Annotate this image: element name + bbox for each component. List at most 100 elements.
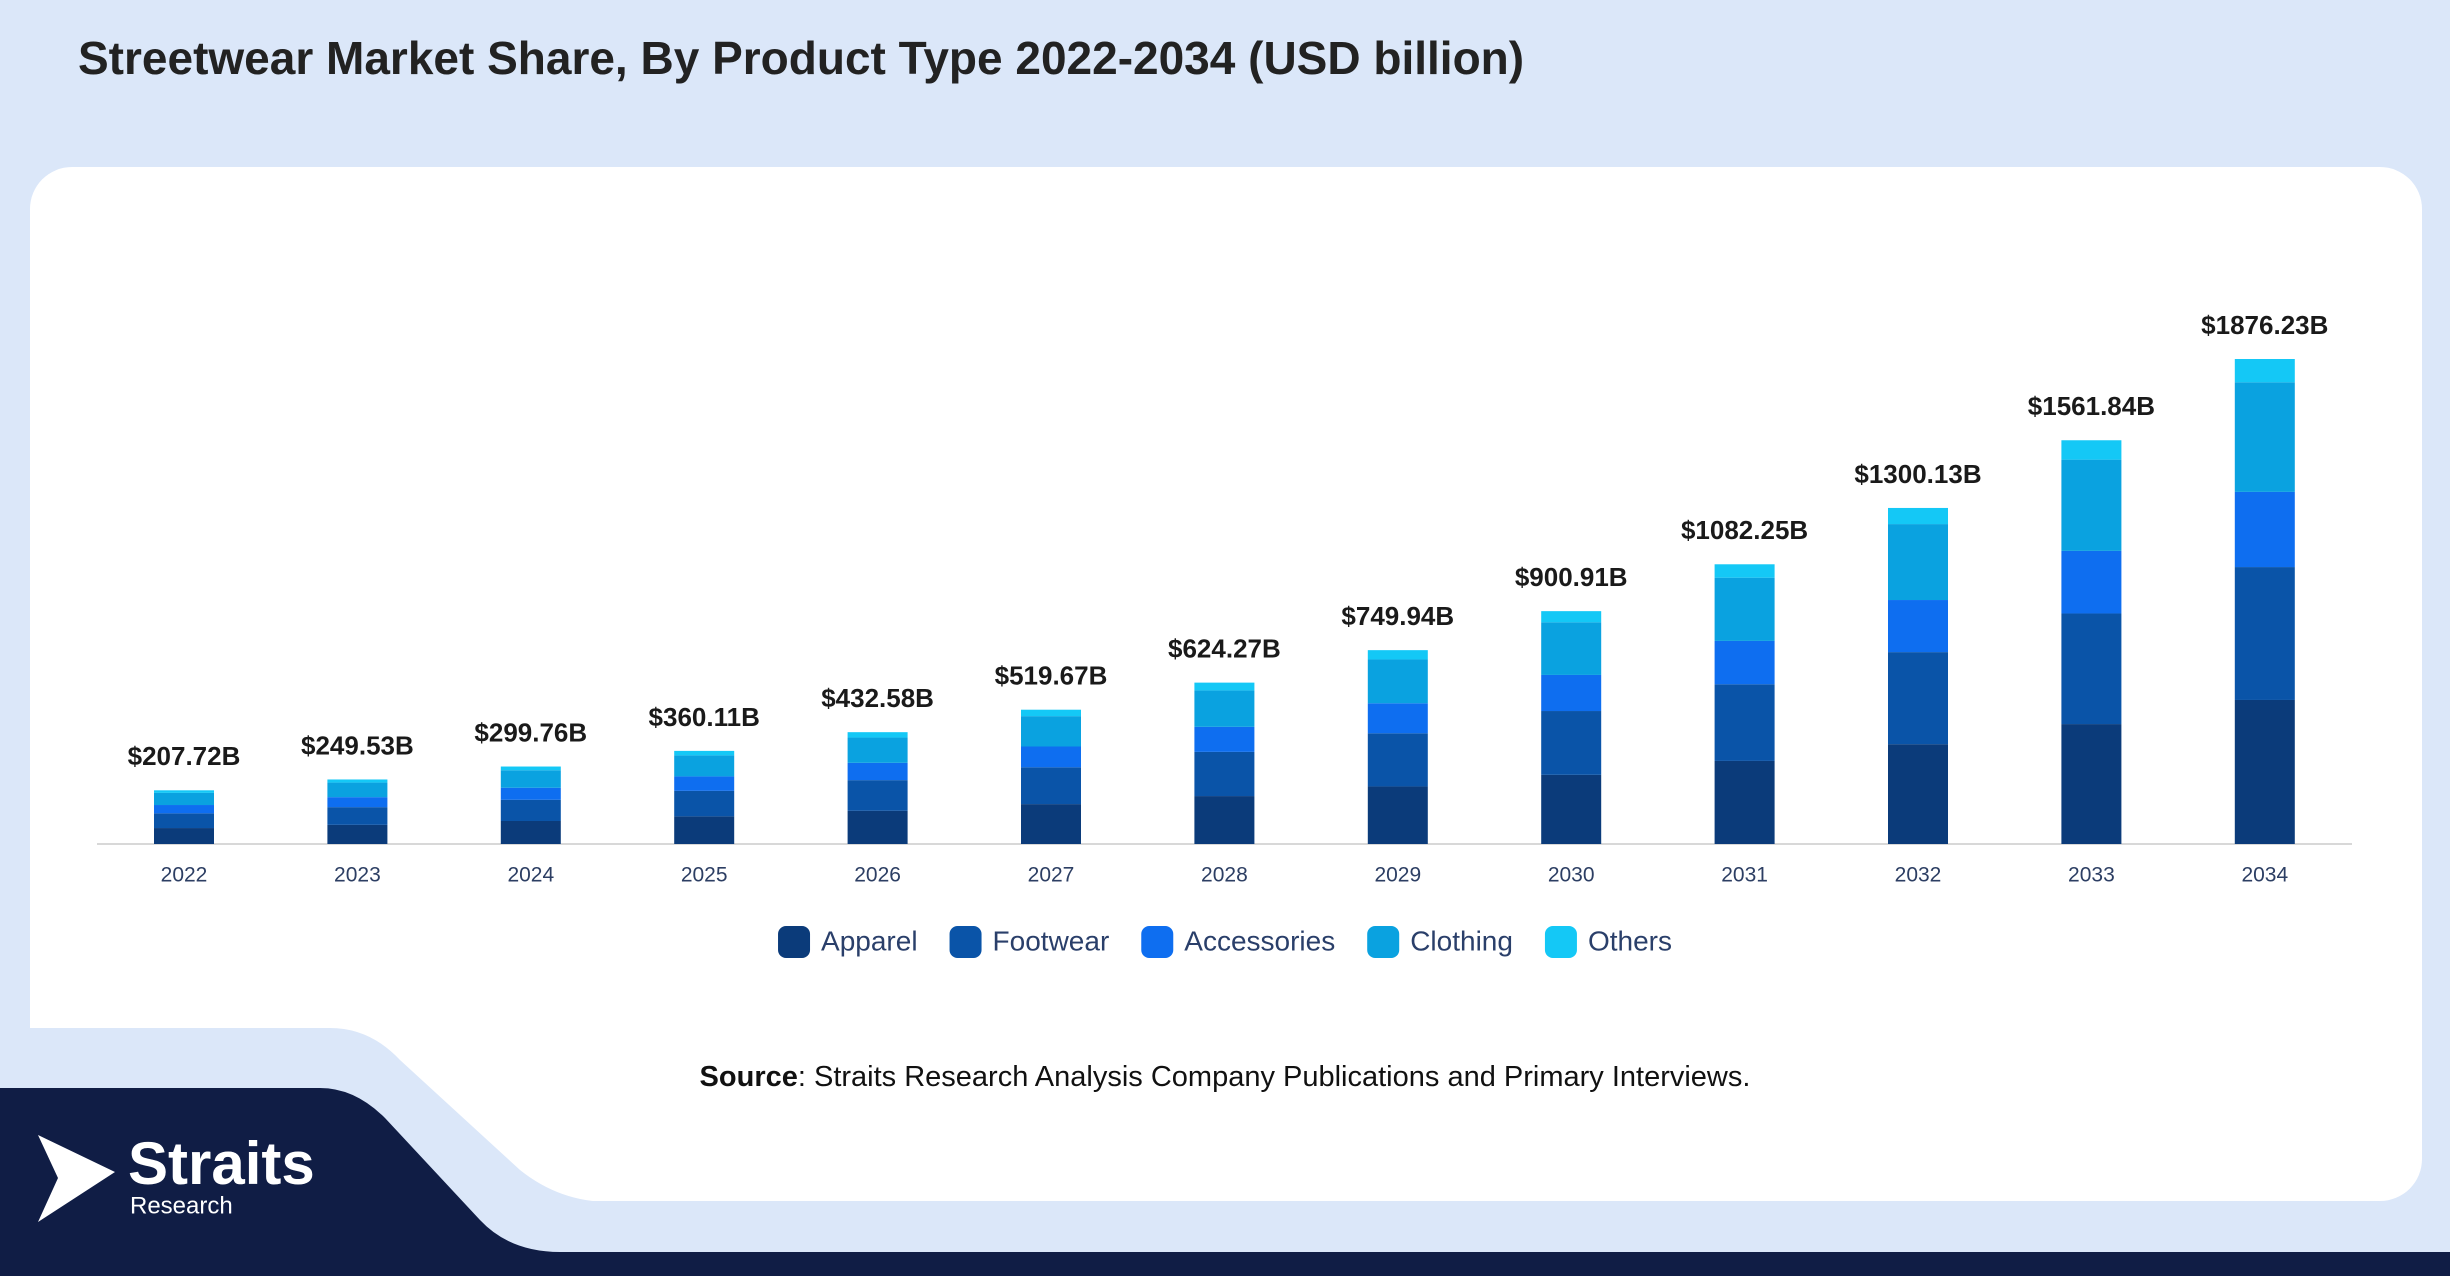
logo-sub: Research (130, 1192, 233, 1219)
total-label: $1876.23B (2201, 310, 2328, 340)
bar-segment (2061, 613, 2122, 725)
bar-segment (327, 779, 388, 783)
total-label: $519.67B (995, 661, 1108, 691)
source: Source: Straits Research Analysis Compan… (700, 1061, 1751, 1093)
total-label: $749.94B (1341, 601, 1454, 631)
legend-label: Clothing (1410, 925, 1513, 956)
bar-segment (2234, 382, 2295, 492)
bar-segment (154, 790, 214, 793)
bar-segment (847, 737, 908, 763)
bar-segment (1021, 716, 1081, 747)
bar-segment (1888, 600, 1948, 653)
footer-band (0, 1088, 2450, 1276)
bar-segment (327, 782, 388, 798)
bar-segment (674, 790, 735, 817)
total-label: $432.58B (821, 683, 934, 713)
bar-segment (1541, 774, 1602, 844)
legend-swatch (949, 926, 982, 958)
bar-segment (1714, 760, 1775, 844)
bar-segment (327, 807, 388, 825)
total-label: $624.27B (1168, 634, 1281, 664)
bar-segment (1021, 804, 1081, 844)
bar-segment (2234, 567, 2295, 700)
bar-segment (154, 813, 214, 829)
bar-segment (327, 797, 388, 808)
bar-segment (847, 780, 908, 811)
x-tick-label: 2027 (1028, 864, 1075, 887)
bar-segment (1367, 733, 1428, 787)
bar-segment (1541, 711, 1602, 775)
x-tick-label: 2033 (2068, 864, 2115, 887)
x-tick-label: 2029 (1374, 864, 1421, 887)
bar-segment (154, 828, 214, 844)
bar-segment (674, 776, 735, 791)
total-label: $360.11B (649, 702, 760, 732)
x-tick-label: 2034 (2241, 864, 2288, 887)
bar-segment (2234, 491, 2295, 568)
bar-segment (1194, 690, 1255, 727)
bar-segment (154, 792, 214, 806)
total-label: $1561.84B (2028, 391, 2155, 421)
bar-segment (1541, 674, 1602, 712)
bar-segment (1888, 652, 1948, 745)
legend-swatch (1367, 926, 1400, 958)
legend-label: Apparel (821, 925, 918, 956)
x-tick-label: 2031 (1721, 864, 1768, 887)
x-tick-label: 2022 (161, 864, 208, 887)
bar-segment (847, 732, 908, 738)
bar-segment (327, 824, 388, 844)
x-tick-label: 2025 (681, 864, 728, 887)
bar-segment (674, 755, 735, 777)
bar-segment (1367, 786, 1428, 844)
x-tick-label: 2032 (1895, 864, 1942, 887)
source-label: Source (700, 1061, 798, 1093)
bar-segment (1714, 640, 1775, 685)
total-label: $299.76B (474, 717, 587, 747)
bar-segment (500, 787, 561, 800)
card-cutout (0, 1028, 2450, 1276)
bar-segment (847, 810, 908, 844)
bar-segment (1194, 751, 1255, 797)
bar-segment (1194, 796, 1255, 844)
legend-label: Accessories (1184, 925, 1335, 956)
logo-mark (38, 1135, 115, 1222)
bar-segment (1714, 564, 1775, 578)
x-tick-label: 2030 (1548, 864, 1595, 887)
bar-segment (1888, 744, 1948, 844)
bar-segment (1021, 746, 1081, 768)
bar-segment (500, 799, 561, 821)
bar-segment (2061, 459, 2122, 551)
legend-swatch (1141, 926, 1174, 958)
bar-segment (847, 762, 908, 781)
bar-segment (1194, 726, 1255, 752)
total-label: $249.53B (301, 730, 414, 760)
logo-name: Straits (128, 1130, 315, 1197)
bar-segment (1021, 767, 1081, 805)
bar-segment (2061, 440, 2122, 460)
total-label: $1082.25B (1681, 515, 1808, 545)
x-tick-label: 2024 (507, 864, 554, 887)
bar-segment (1367, 659, 1428, 704)
source-text: : Straits Research Analysis Company Publ… (798, 1061, 1751, 1093)
bar-segment (500, 820, 561, 844)
bar-segment (1714, 577, 1775, 641)
bar-segment (1541, 611, 1602, 623)
x-tick-label: 2026 (854, 864, 901, 887)
bar-segment (500, 766, 561, 771)
chart-title: Streetwear Market Share, By Product Type… (78, 32, 1524, 84)
legend-swatch (778, 926, 811, 958)
bar-segment (1888, 524, 1948, 601)
bar-segment (2061, 724, 2122, 844)
bar-segment (2061, 550, 2122, 614)
bar-segment (1021, 709, 1081, 717)
x-tick-label: 2023 (334, 864, 381, 887)
bar-segment (674, 816, 735, 844)
bar-segment (500, 770, 561, 788)
bar-segment (1194, 682, 1255, 691)
bar-segment (154, 805, 214, 814)
total-label: $207.72B (128, 741, 241, 771)
total-label: $1300.13B (1854, 459, 1981, 489)
bar-segment (1367, 703, 1428, 734)
